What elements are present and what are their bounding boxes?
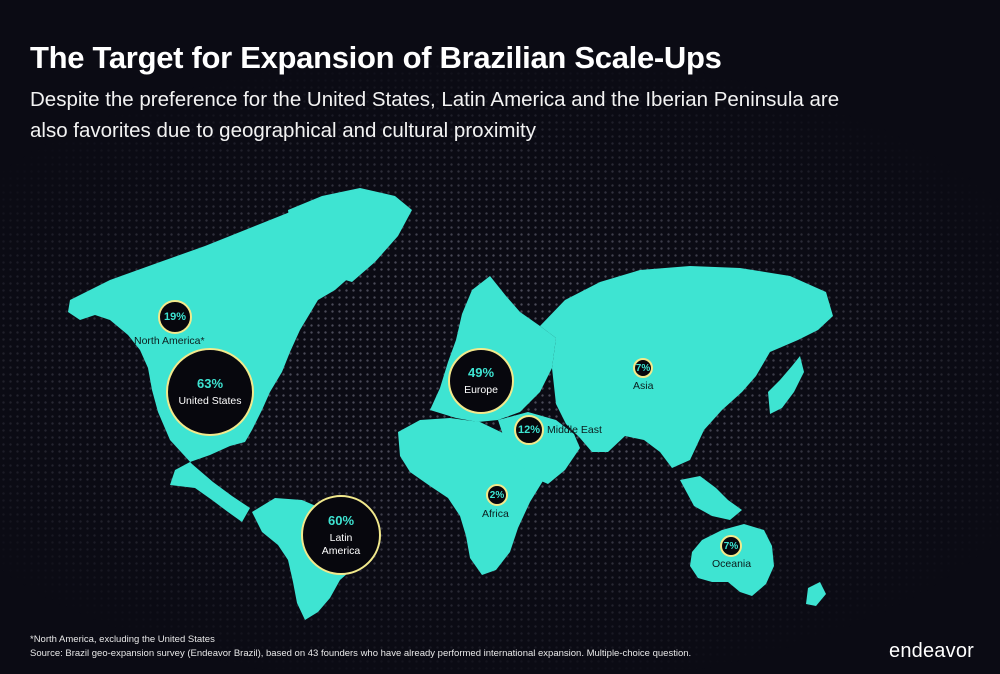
asia-label: Asia — [633, 380, 654, 392]
latin-america-label: Latin America — [321, 532, 361, 557]
north-america-label: North America* — [134, 335, 205, 347]
united-states-label: United States — [178, 395, 242, 408]
new-zealand-landmass — [806, 582, 826, 606]
australia-landmass — [690, 524, 774, 596]
europe-label: Europe — [464, 384, 498, 397]
oceania-percent: 7% — [723, 540, 739, 552]
bubble-asia: 7% — [633, 358, 653, 378]
africa-label: Africa — [482, 508, 509, 520]
bubble-africa: 2% — [486, 484, 508, 506]
japan-landmass — [768, 356, 804, 414]
bubble-oceania: 7% — [720, 535, 742, 557]
africa-landmass — [398, 418, 546, 575]
bubble-middle-east: 12% — [514, 415, 544, 445]
bubble-latin-america: 60% Latin America — [301, 495, 381, 575]
endeavor-logo: endeavor — [889, 640, 974, 662]
page-title: The Target for Expansion of Brazilian Sc… — [30, 40, 722, 75]
middle-east-percent: 12% — [517, 424, 541, 436]
page-subtitle: Despite the preference for the United St… — [30, 88, 840, 142]
asia-landmass — [540, 266, 833, 468]
united-states-percent: 63% — [196, 376, 224, 392]
greenland-landmass — [288, 188, 412, 282]
asia-percent: 7% — [635, 362, 651, 374]
bubble-united-states: 63% United States — [166, 348, 254, 436]
middle-east-label: Middle East — [547, 424, 602, 436]
latin-america-percent: 60% — [327, 513, 355, 529]
north-america-percent: 19% — [163, 311, 187, 323]
europe-percent: 49% — [467, 365, 495, 381]
source-note: Source: Brazil geo-expansion survey (End… — [30, 648, 692, 659]
bubble-north-america: 19% — [158, 300, 192, 334]
footnote: *North America, excluding the United Sta… — [30, 634, 215, 645]
oceania-label: Oceania — [712, 558, 752, 570]
africa-percent: 2% — [489, 489, 505, 501]
southeast-asia-islands — [680, 476, 742, 520]
bubble-europe: 49% Europe — [448, 348, 514, 414]
